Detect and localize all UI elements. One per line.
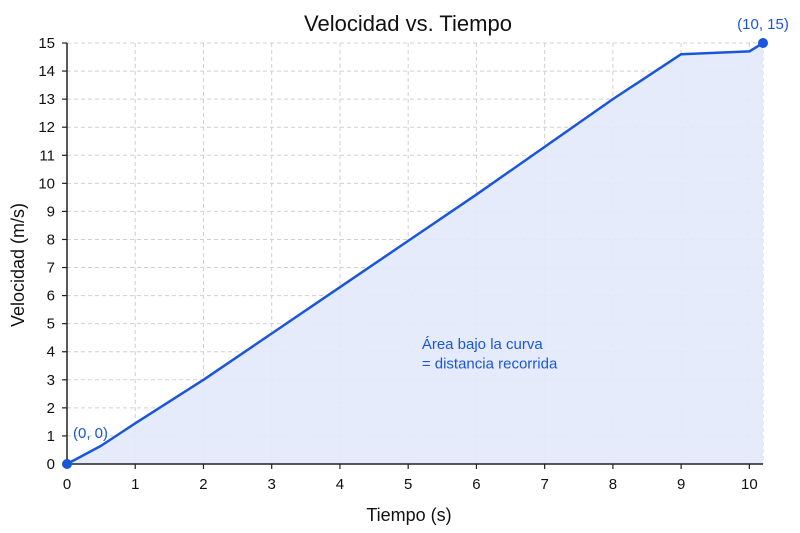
points-layer bbox=[62, 38, 768, 469]
y-tick-label: 11 bbox=[39, 147, 55, 164]
endpoint-marker bbox=[758, 38, 768, 48]
y-tick-label: 6 bbox=[47, 288, 55, 305]
y-tick-label: 0 bbox=[47, 456, 55, 473]
annotation-label: = distancia recorrida bbox=[422, 356, 558, 373]
area-under-curve bbox=[67, 43, 763, 464]
y-tick-label: 4 bbox=[47, 344, 55, 361]
annotation-label: Área bajo la curva bbox=[422, 336, 544, 353]
annotation-label: (10, 15) bbox=[737, 16, 789, 33]
y-tick-label: 7 bbox=[47, 260, 55, 277]
x-tick-label: 4 bbox=[336, 476, 344, 493]
x-tick-label: 10 bbox=[741, 476, 758, 493]
x-tick-label: 8 bbox=[609, 476, 617, 493]
x-tick-label: 6 bbox=[472, 476, 480, 493]
y-tick-label: 13 bbox=[38, 91, 55, 108]
endpoint-marker bbox=[62, 459, 72, 469]
annotation-label: (0, 0) bbox=[73, 425, 108, 442]
x-tick-label: 9 bbox=[677, 476, 685, 493]
y-tick-label: 2 bbox=[47, 400, 55, 417]
y-tick-label: 5 bbox=[47, 316, 55, 333]
y-tick-label: 15 bbox=[38, 35, 55, 52]
y-tick-label: 3 bbox=[47, 372, 55, 389]
y-tick-label: 12 bbox=[38, 119, 55, 136]
x-tick-label: 1 bbox=[131, 476, 139, 493]
y-axis-label: Velocidad (m/s) bbox=[8, 203, 28, 327]
y-tick-label: 8 bbox=[47, 231, 55, 248]
x-tick-label: 3 bbox=[268, 476, 276, 493]
y-tick-label: 10 bbox=[38, 175, 55, 192]
annotations-layer: (0, 0) (10, 15) Área bajo la curva = distan… bbox=[73, 16, 789, 442]
y-tick-label: 1 bbox=[47, 428, 55, 445]
x-axis-label: Tiempo (s) bbox=[366, 505, 451, 525]
series-line bbox=[66, 41, 764, 466]
y-tick-label: 14 bbox=[38, 63, 55, 80]
x-tick-label: 2 bbox=[199, 476, 207, 493]
y-tick-label: 9 bbox=[47, 203, 55, 220]
chart-title: Velocidad vs. Tiempo bbox=[304, 11, 512, 36]
x-tick-label: 7 bbox=[540, 476, 548, 493]
x-tick-label: 5 bbox=[404, 476, 412, 493]
x-tick-label: 0 bbox=[63, 476, 71, 493]
